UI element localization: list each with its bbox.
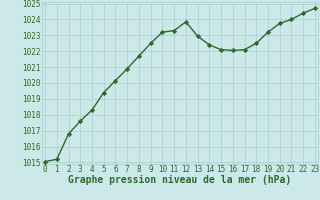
- X-axis label: Graphe pression niveau de la mer (hPa): Graphe pression niveau de la mer (hPa): [68, 175, 292, 185]
